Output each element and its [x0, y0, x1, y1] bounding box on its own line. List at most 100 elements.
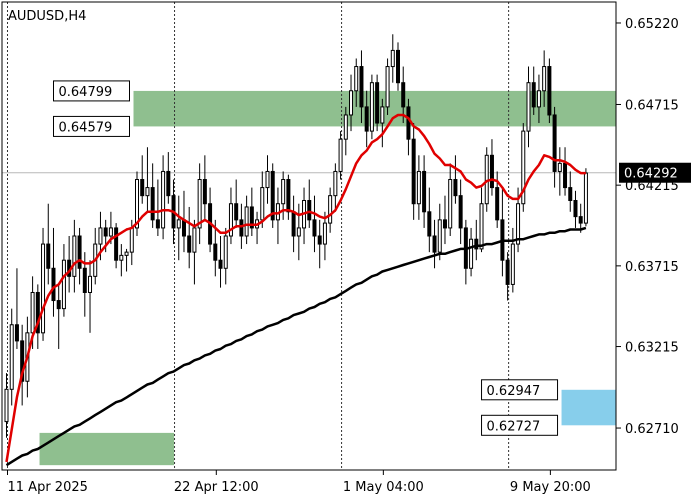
candle-body-up	[296, 227, 301, 237]
candle	[375, 74, 380, 132]
candle-body-down	[56, 300, 61, 310]
candle-body-up	[328, 195, 333, 224]
candle	[411, 123, 416, 220]
y-tick-label: 0.64215	[625, 179, 679, 194]
moving-average-slow	[5, 226, 587, 467]
current-price-label: 0.64292	[624, 167, 678, 182]
candle-body-down	[442, 219, 447, 229]
candle	[9, 308, 14, 406]
candle	[354, 58, 359, 107]
candle	[281, 171, 286, 220]
candle-body-up	[135, 179, 139, 229]
candle	[61, 244, 66, 317]
candle	[401, 66, 406, 124]
candle	[552, 106, 557, 188]
candle	[176, 195, 181, 261]
candle	[161, 155, 166, 240]
candle-body-up	[61, 259, 66, 310]
candle	[557, 147, 562, 196]
candle-body-down	[547, 66, 552, 116]
candle	[322, 211, 327, 261]
candle	[531, 66, 536, 115]
candle	[228, 187, 233, 245]
candle	[114, 223, 119, 269]
candle-body-down	[286, 179, 291, 213]
candle	[521, 123, 526, 212]
candle	[406, 98, 411, 156]
candle	[442, 195, 447, 245]
candle-body-up	[510, 243, 515, 285]
candle	[453, 155, 458, 204]
candle	[432, 219, 437, 269]
candle	[390, 34, 395, 83]
candle-body-up	[228, 203, 233, 237]
candle	[218, 236, 223, 288]
candle-body-up	[4, 388, 9, 423]
candle-body-down	[213, 243, 218, 261]
candle-body-up	[145, 187, 150, 197]
candle	[135, 171, 139, 236]
candle-body-down	[270, 170, 275, 221]
candle	[35, 284, 40, 349]
candle	[563, 147, 568, 196]
candle	[568, 171, 573, 212]
x-tick-label: 1 May 04:00	[343, 480, 424, 495]
candle-body-down	[474, 238, 479, 250]
candle-body-down	[140, 179, 145, 197]
candle	[578, 203, 583, 233]
candle	[72, 219, 77, 293]
candle-body-up	[516, 203, 521, 245]
candle-body-up	[322, 222, 327, 245]
candle	[234, 179, 239, 228]
candle-body-up	[72, 235, 77, 277]
candle-body-up	[354, 66, 359, 92]
candle-body-up	[536, 90, 541, 108]
candle	[124, 248, 129, 272]
candle-body-down	[218, 259, 223, 269]
candle-body-down	[150, 187, 155, 221]
candle	[317, 219, 322, 269]
zone-resistance-bottom-label: 0.64579	[59, 120, 113, 135]
candle	[145, 147, 150, 212]
candle-body-up	[265, 170, 270, 189]
candle-body-up	[129, 227, 134, 253]
zone-support	[561, 389, 616, 426]
candle-body-up	[349, 90, 354, 116]
candle	[448, 163, 453, 236]
candle-body-up	[343, 114, 348, 140]
candle	[437, 203, 442, 261]
chart-title: AUDUSD,H4	[8, 9, 86, 24]
candle	[140, 155, 145, 204]
candle	[547, 58, 552, 124]
candle	[265, 155, 270, 204]
moving-average-fast	[5, 113, 586, 463]
candle	[380, 98, 385, 148]
candle-body-down	[489, 154, 494, 189]
candle-body-down	[432, 235, 437, 253]
candle-body-up	[369, 82, 374, 132]
candle	[328, 187, 333, 233]
candle	[296, 203, 301, 261]
candle	[187, 206, 192, 269]
candle	[119, 244, 124, 277]
candle-body-down	[14, 324, 19, 342]
y-tick-label: 0.65220	[625, 17, 679, 32]
candle-body-down	[187, 235, 192, 253]
candle-body-down	[35, 291, 40, 334]
candle-body-down	[312, 219, 317, 237]
candle	[77, 227, 82, 285]
candle-body-up	[260, 187, 265, 221]
candle-body-down	[46, 243, 51, 269]
candle	[364, 90, 369, 148]
candle	[338, 131, 343, 180]
x-tick-label: 22 Apr 12:00	[174, 480, 259, 495]
candle-body-down	[578, 216, 583, 224]
candle	[526, 66, 531, 148]
candle-body-up	[338, 138, 343, 172]
candle	[307, 179, 312, 228]
candle-body-down	[307, 199, 312, 221]
candle-body-down	[458, 195, 463, 229]
candle	[41, 227, 46, 341]
candle-body-down	[239, 219, 244, 237]
